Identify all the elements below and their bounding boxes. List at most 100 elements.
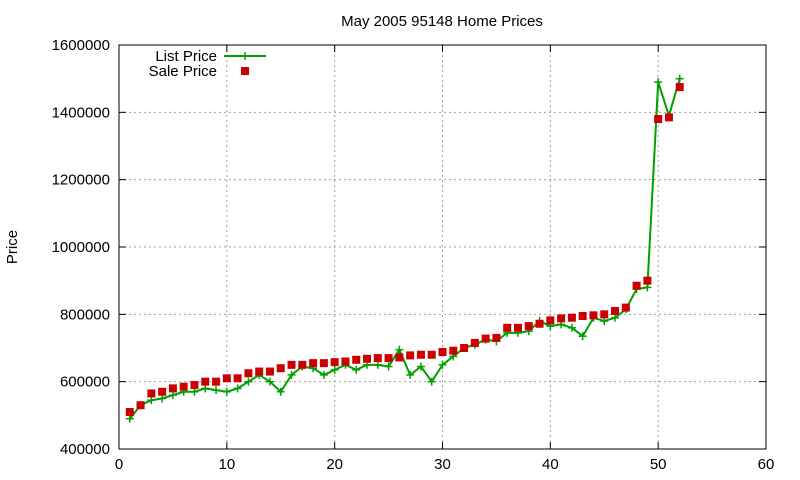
sale-price-point	[675, 83, 684, 92]
sale-price-point	[341, 357, 350, 366]
list-price-point	[276, 387, 285, 396]
y-tick-label: 1200000	[52, 172, 110, 189]
sale-price-point	[524, 322, 533, 331]
sale-price-point	[233, 374, 242, 383]
sale-price-point	[632, 281, 641, 290]
list-price-point	[567, 323, 576, 332]
list-price-point	[352, 365, 361, 374]
x-tick-label: 10	[218, 456, 235, 473]
x-tick-label: 40	[542, 456, 559, 473]
sale-price-point	[438, 348, 447, 357]
sale-price-point	[352, 355, 361, 364]
sale-price-point	[298, 360, 307, 369]
y-tick-label: 1600000	[52, 37, 110, 54]
sale-price-point	[255, 367, 264, 376]
list-price-point	[265, 377, 274, 386]
legend-square-swatch	[241, 67, 249, 75]
sale-price-point	[470, 338, 479, 347]
series-sale-price	[125, 83, 684, 416]
sale-price-point	[481, 334, 490, 343]
list-price-point	[438, 360, 447, 369]
sale-price-point	[578, 312, 587, 321]
sale-price-point	[654, 115, 663, 124]
list-price-point	[427, 377, 436, 386]
list-price-point	[319, 370, 328, 379]
x-tick-label: 20	[326, 456, 343, 473]
sale-price-point	[600, 310, 609, 319]
list-price-point	[330, 365, 339, 374]
list-price-point	[384, 362, 393, 371]
sale-price-point	[621, 303, 630, 312]
sale-price-point	[265, 367, 274, 376]
sale-price-point	[222, 374, 231, 383]
list-price-point	[654, 78, 663, 87]
y-tick-label: 1000000	[52, 239, 110, 256]
list-price-point	[158, 394, 167, 403]
list-price-point	[212, 386, 221, 395]
list-price-point	[168, 391, 177, 400]
list-price-point	[416, 362, 425, 371]
y-tick-label: 600000	[60, 374, 110, 391]
y-tick-label: 800000	[60, 306, 110, 323]
x-tick-label: 50	[650, 456, 667, 473]
x-tick-label: 30	[434, 456, 451, 473]
sale-price-point	[427, 350, 436, 359]
list-price-point	[611, 313, 620, 322]
legend-label: List Price	[155, 48, 217, 65]
sale-price-point	[158, 387, 167, 396]
sale-price-point	[330, 358, 339, 367]
list-price-point	[600, 317, 609, 326]
sale-price-point	[384, 354, 393, 363]
list-price-point	[675, 74, 684, 83]
x-tick-label: 0	[115, 456, 123, 473]
list-price-point	[643, 283, 652, 292]
sale-price-point	[492, 333, 501, 342]
legend-plus-swatch	[241, 52, 249, 60]
sale-price-point	[168, 384, 177, 393]
sale-price-point	[276, 364, 285, 373]
sale-price-point	[449, 346, 458, 355]
sale-price-point	[546, 316, 555, 325]
axis-ticks: 0 10 20 30 40 50 60 400000 600000 800000 1000000 12…	[52, 37, 775, 473]
sale-price-point	[373, 354, 382, 363]
series-list-price	[125, 74, 684, 423]
sale-price-point	[513, 323, 522, 332]
list-price-point	[395, 345, 404, 354]
sale-price-point	[535, 319, 544, 328]
y-axis-label: Price	[4, 230, 21, 264]
sale-price-point	[136, 401, 145, 410]
sale-price-point	[319, 359, 328, 368]
sale-price-point	[309, 359, 318, 368]
list-price-point	[287, 370, 296, 379]
sale-price-point	[395, 353, 404, 362]
list-price-point	[406, 370, 415, 379]
list-price-point	[233, 384, 242, 393]
list-price-point	[190, 387, 199, 396]
sale-price-point	[589, 311, 598, 320]
x-tick-label: 60	[758, 456, 775, 473]
sale-price-point	[287, 360, 296, 369]
sale-price-point	[212, 377, 221, 386]
sale-price-point	[179, 382, 188, 391]
sale-price-point	[460, 344, 469, 352]
y-tick-label: 1400000	[52, 104, 110, 121]
list-price-point	[125, 414, 134, 423]
list-price-point	[244, 377, 253, 386]
sale-price-point	[664, 113, 673, 122]
list-price-point	[373, 360, 382, 369]
list-price-point	[201, 384, 210, 393]
sale-price-point	[406, 351, 415, 360]
series-layer	[125, 74, 684, 423]
list-price-point	[222, 387, 231, 396]
sale-price-point	[567, 313, 576, 322]
sale-price-point	[416, 350, 425, 359]
legend-label: Sale Price	[149, 63, 217, 80]
sale-price-point	[643, 276, 652, 285]
list-price-point	[147, 396, 156, 405]
sale-price-point	[201, 377, 210, 386]
sale-price-point	[125, 407, 134, 416]
sale-price-point	[244, 369, 253, 378]
sale-price-point	[557, 314, 566, 323]
